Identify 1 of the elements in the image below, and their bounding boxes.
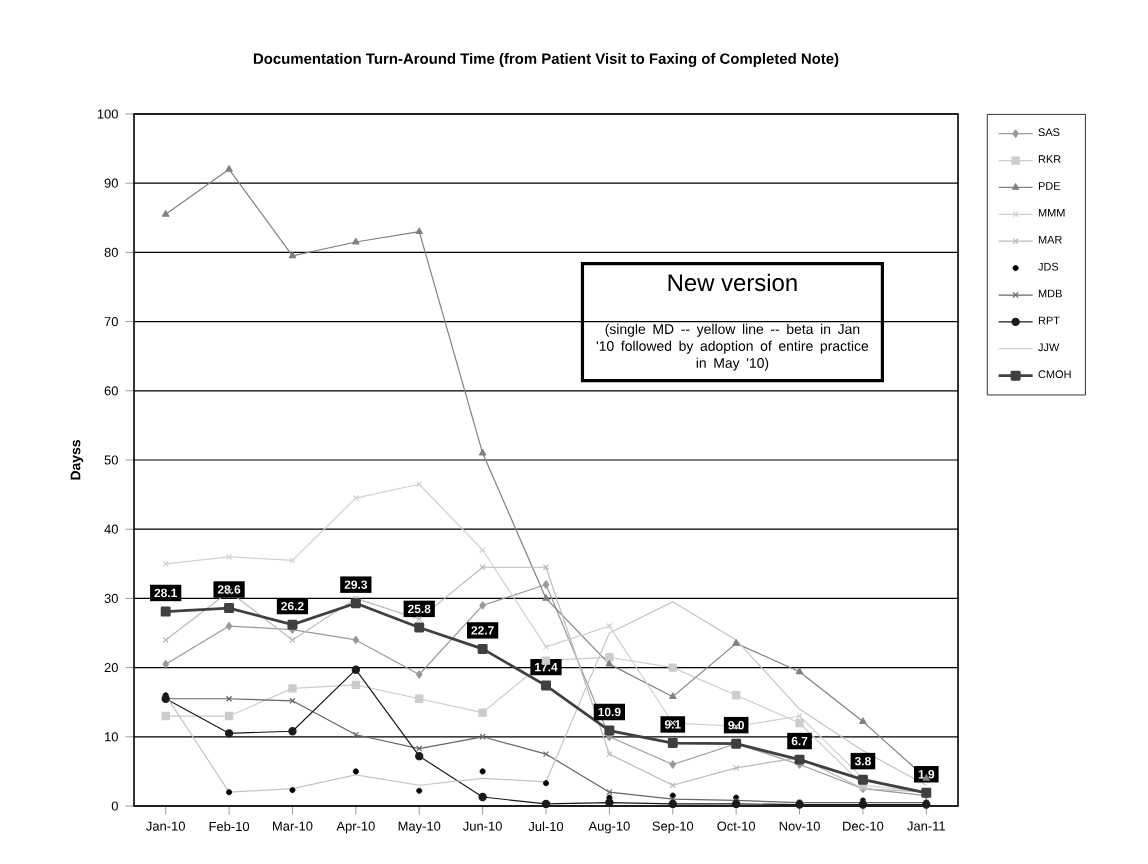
annotation: New version xyxy=(668,273,797,292)
